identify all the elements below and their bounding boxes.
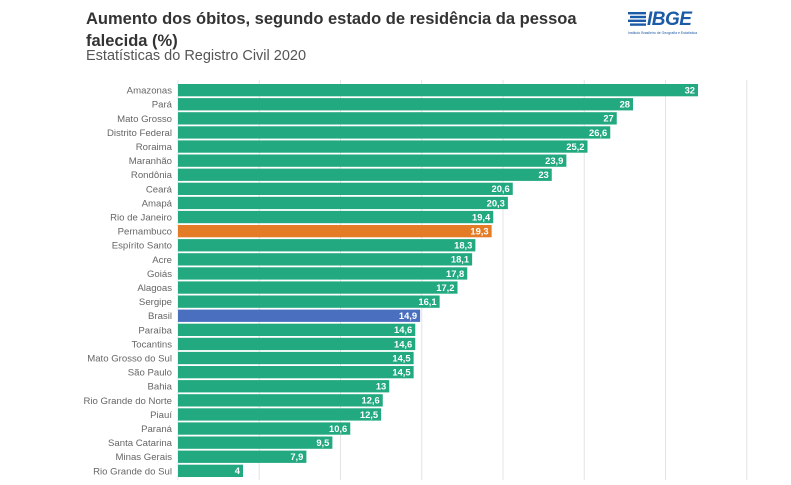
bar [178, 351, 414, 365]
bar [178, 154, 567, 167]
bars [178, 84, 698, 477]
value-label: 32 [685, 84, 695, 95]
bar [178, 309, 421, 322]
category-label: Rondônia [131, 170, 173, 181]
category-label: Sergipe [139, 297, 172, 308]
value-label: 7,9 [290, 451, 303, 462]
category-label: Mato Grosso do Sul [87, 353, 172, 364]
category-label: Distrito Federal [107, 128, 172, 139]
value-label: 27 [603, 113, 613, 124]
value-labels: 32 28 27 26,6 25,223,9 23 20,6 20,3 19,4 19,3 18,3… [235, 84, 695, 476]
bar [178, 281, 458, 294]
value-label: 18,1 [451, 254, 469, 265]
category-label: Paraná [141, 424, 173, 435]
bar [178, 126, 611, 139]
category-label: Brasil [148, 311, 172, 322]
value-label: 18,3 [454, 240, 472, 251]
bar [178, 196, 508, 210]
category-label: Ceará [146, 184, 173, 195]
bar [178, 422, 351, 435]
category-label: Amapá [142, 198, 173, 209]
category-label: Piauí [150, 410, 172, 421]
bar [178, 394, 383, 407]
value-label: 14,6 [394, 324, 412, 335]
value-label: 12,5 [360, 409, 378, 420]
bar [178, 408, 382, 421]
bar [178, 210, 494, 224]
value-label: 28 [620, 99, 630, 110]
bar [178, 84, 698, 97]
category-label: Goiás [147, 269, 172, 280]
value-label: 14,5 [392, 366, 410, 377]
category-labels: Amazonas Pará Mato Grosso Distrito Federal R… [83, 86, 172, 478]
category-label: Rio Grande do Sul [93, 466, 172, 477]
bar [178, 337, 416, 351]
value-label: 9,5 [316, 437, 329, 448]
bar [178, 140, 588, 153]
ibge-logo-icon [628, 12, 646, 26]
category-label: São Paulo [128, 368, 172, 379]
value-label: 14,5 [392, 352, 410, 363]
category-label: Rio Grande do Norte [83, 396, 172, 407]
value-label: 10,6 [329, 423, 347, 434]
value-label: 26,6 [589, 127, 607, 138]
bar [178, 436, 333, 449]
bar [178, 239, 476, 252]
bar [178, 98, 633, 111]
value-label: 23 [538, 169, 548, 180]
category-label: Pará [152, 100, 173, 111]
value-label: 20,6 [492, 183, 510, 194]
value-label: 25,2 [566, 141, 584, 152]
value-label: 13 [376, 381, 386, 392]
logo-tagline: Instituto Brasileiro de Geografia e Esta… [628, 31, 698, 35]
category-label: Alagoas [137, 283, 172, 294]
value-label: 20,3 [487, 197, 505, 208]
category-label: Paraíba [138, 325, 172, 336]
value-label: 14,6 [394, 338, 412, 349]
value-label: 17,8 [446, 268, 464, 279]
category-label: Santa Catarina [108, 438, 173, 449]
category-label: Tocantins [131, 339, 172, 350]
bar [178, 464, 243, 477]
ibge-logo: IBGE Instituto Brasileiro de Geografia e… [628, 9, 708, 36]
category-label: Bahia [147, 382, 172, 393]
value-label: 19,3 [470, 225, 488, 236]
category-label: Pernambuco [118, 227, 172, 238]
chart-title: Aumento dos óbitos, segundo estado de re… [86, 10, 577, 50]
value-label: 17,2 [436, 282, 454, 293]
bar [178, 182, 513, 195]
chart-subtitle: Estatísticas do Registro Civil 2020 [86, 48, 307, 64]
value-label: 23,9 [545, 155, 563, 166]
value-label: 16,1 [418, 296, 436, 307]
category-label: Minas Gerais [115, 452, 172, 463]
bar [178, 380, 390, 393]
bar [178, 112, 617, 125]
value-label: 4 [235, 465, 241, 476]
category-label: Mato Grosso [117, 114, 172, 125]
category-label: Roraima [136, 142, 173, 153]
bar [178, 295, 440, 308]
bar [178, 253, 473, 266]
value-label: 14,9 [399, 310, 417, 321]
category-label: Maranhão [129, 156, 172, 167]
bar [178, 225, 492, 238]
category-label: Rio de Janeiro [110, 212, 172, 223]
category-label: Amazonas [127, 86, 173, 97]
value-label: 12,6 [362, 395, 380, 406]
bar [178, 323, 416, 336]
category-label: Espírito Santo [112, 241, 172, 252]
value-label: 19,4 [472, 211, 491, 222]
bar [178, 168, 552, 181]
bar [178, 450, 307, 463]
bar [178, 366, 414, 379]
bar [178, 267, 468, 280]
category-label: Acre [152, 255, 172, 266]
logo-wordmark: IBGE [647, 9, 692, 30]
